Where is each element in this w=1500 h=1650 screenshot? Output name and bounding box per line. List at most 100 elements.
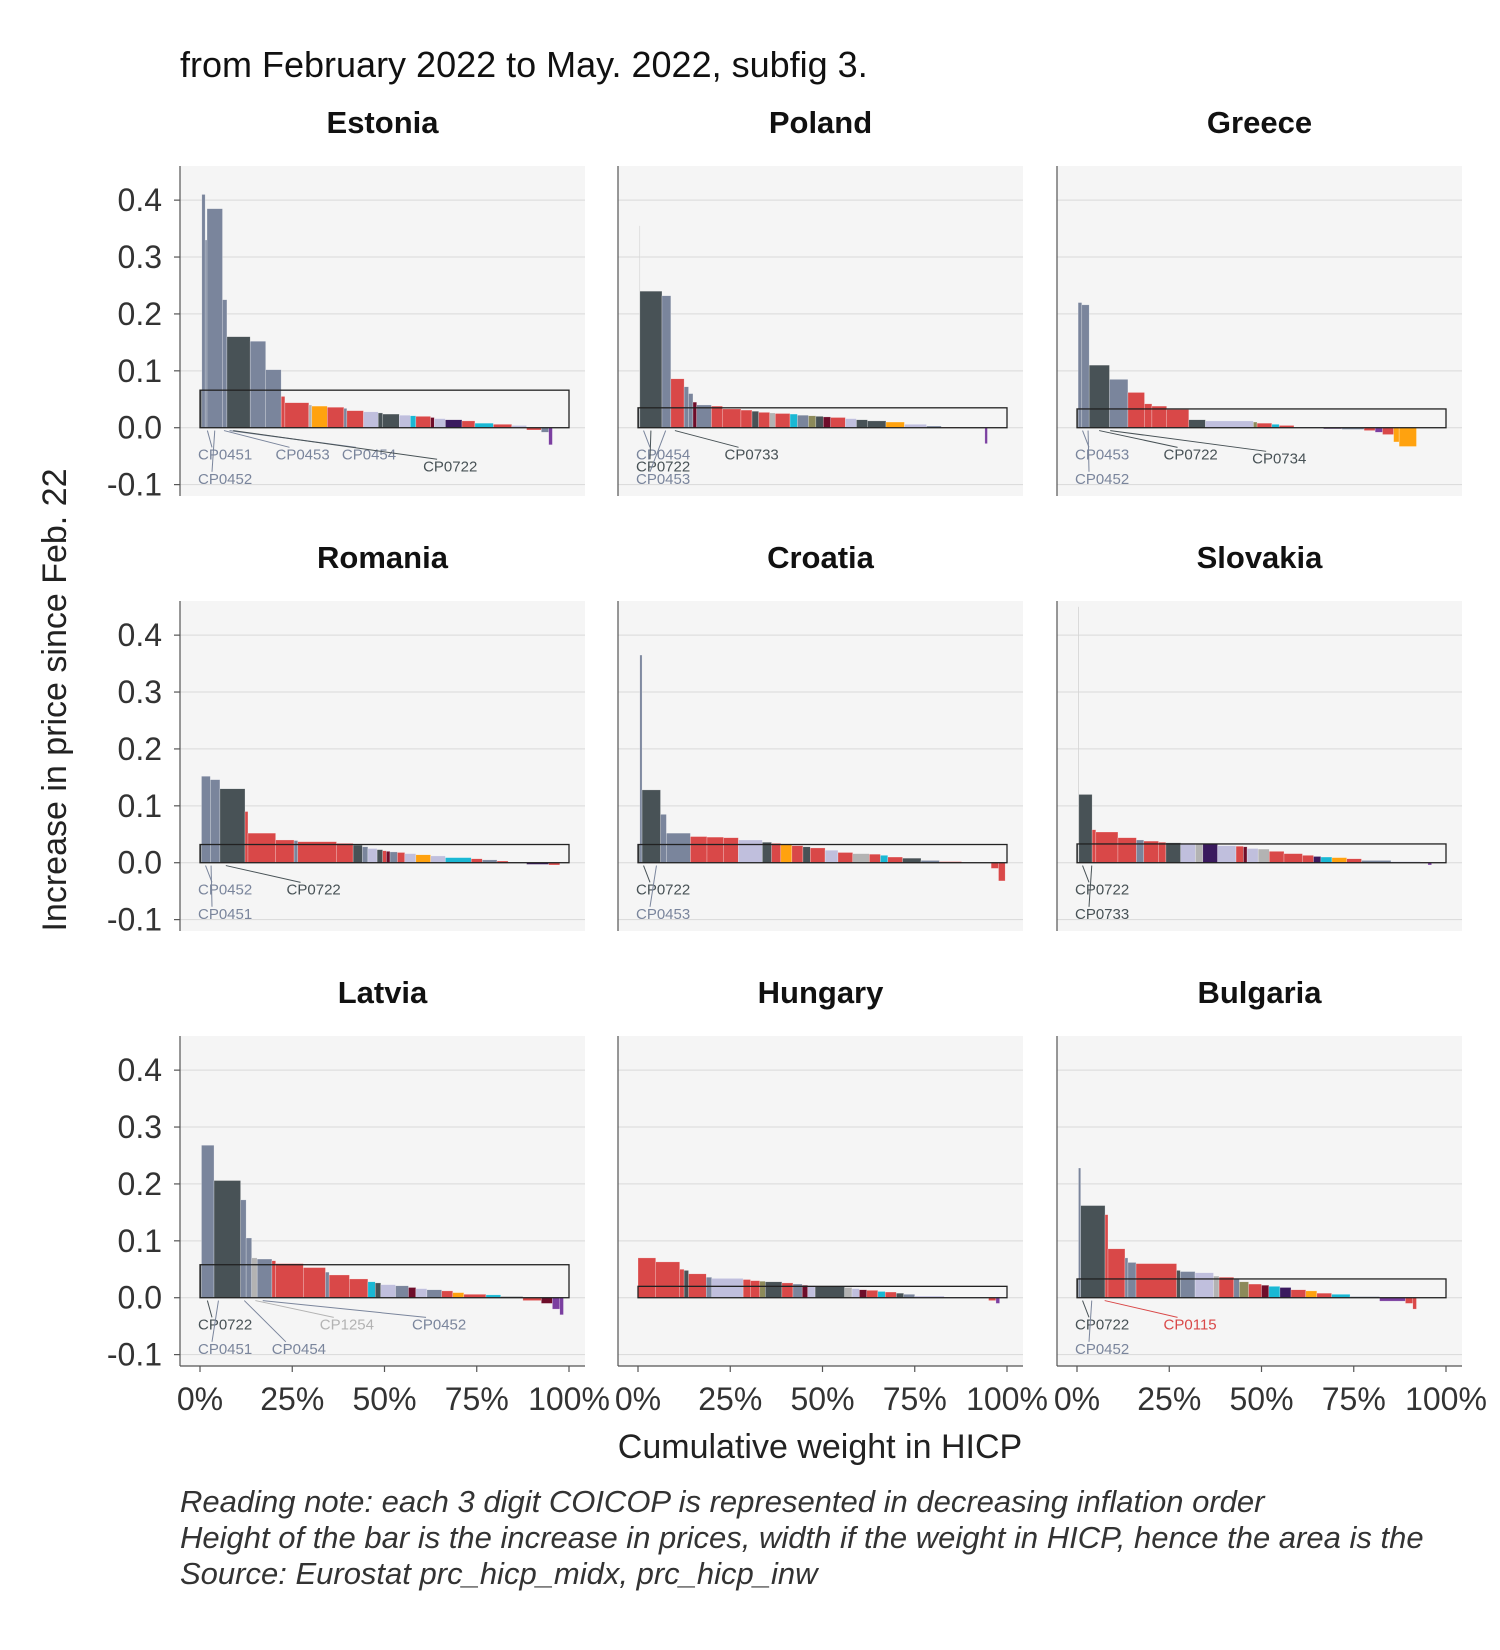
bar [1117,837,1137,863]
bar [1233,1278,1240,1298]
average-box [637,1285,1008,1299]
bar [1243,846,1248,863]
bar [885,421,905,428]
annotation-leader [643,865,651,883]
annotation-cp0451: CP0451 [198,1341,252,1358]
bar [1080,1205,1106,1298]
plot-background [180,601,585,931]
bar [441,1290,454,1298]
panel-title-latvia: Latvia [338,975,428,1010]
y-tick-label: 0.3 [118,239,162,275]
bar [376,849,383,863]
annotation-leader [1110,430,1267,452]
annotation-cp0454: CP0454 [342,446,396,463]
bar [1078,1167,1081,1298]
panel-title-bulgaria: Bulgaria [1197,975,1322,1010]
x-tick-label: 0% [615,1381,661,1417]
bar [1127,392,1145,428]
bar [206,208,223,428]
panel-title-slovakia: Slovakia [1197,540,1324,575]
annotation-cp0722: CP0722 [636,458,690,475]
plot-background [180,1036,585,1366]
bar [397,852,406,863]
bar [380,1284,396,1298]
y-tick-label: -0.1 [107,902,162,938]
annotation-leader [1088,1300,1093,1342]
bar [884,1291,897,1298]
bar [311,405,328,428]
bar [1257,848,1270,863]
bar [780,844,793,863]
bar [1283,853,1303,863]
bar [797,414,809,428]
panel-title-greece: Greece [1207,105,1312,140]
bar [666,832,691,863]
bar [830,417,846,428]
average-box [1076,408,1447,429]
bar [541,427,549,433]
x-tick-label: 75% [883,1381,947,1417]
bar [771,843,782,863]
bar [389,851,398,863]
bar [275,839,295,863]
annotation-leader [1082,865,1090,883]
x-tick-label: 0% [177,1381,223,1417]
bar [382,850,387,863]
bar [1078,794,1093,863]
x-tick-label: 100% [528,1381,610,1417]
bar [1239,1281,1249,1298]
bar [706,836,724,863]
bar [742,1279,751,1298]
annotation-cp0452: CP0452 [198,881,252,898]
bar [249,340,266,428]
annotation-cp0722: CP0722 [1164,446,1218,463]
average-box [199,843,570,864]
bar [386,851,391,863]
average-box [199,1264,570,1299]
average-box [637,843,1008,864]
bar [688,393,694,428]
annotation-cp0722: CP0722 [636,881,690,898]
bar [210,779,221,863]
bar [293,840,299,863]
bar [706,1276,713,1298]
bar [415,416,431,428]
bar [452,1292,465,1298]
note-line-1: Reading note: each 3 digit COICOP is rep… [180,1484,1265,1519]
bar [723,837,739,863]
bar [395,1285,409,1298]
bar [1104,1214,1109,1298]
bar [275,1263,304,1298]
bar [327,406,345,428]
bar [415,1288,428,1298]
bar [1305,1290,1318,1298]
annotation-cp0722: CP0722 [423,458,477,475]
chart-title: from February 2022 to May. 2022, subfig … [180,44,868,85]
bar [998,862,1006,882]
annotation-leader [1104,1300,1178,1318]
bar [1202,843,1218,863]
bar [349,1278,369,1298]
note-line-2: Height of the bar is the increase in pri… [180,1520,1424,1555]
bar [1205,420,1254,428]
annotation-leader [211,430,216,472]
bar [859,1289,868,1298]
annotation-leader [649,430,652,460]
bar [430,855,446,863]
annotation-leader [255,1300,334,1318]
annotation-cp0452: CP0452 [1075,1341,1129,1358]
bar [445,419,463,428]
bar [758,412,770,428]
bar [1188,419,1206,428]
bar [762,841,772,863]
bar [367,1281,376,1298]
note-line-3: Source: Eurostat prc_hicp_midx, prc_hicp… [180,1556,818,1591]
y-tick-label: -0.1 [107,1337,162,1373]
y-tick-label: 0.1 [118,1223,162,1259]
bar [844,1287,853,1298]
x-tick-label: 25% [698,1381,762,1417]
bar [866,1290,879,1298]
bar [247,832,276,863]
bar [399,414,411,428]
bar [541,1297,553,1304]
